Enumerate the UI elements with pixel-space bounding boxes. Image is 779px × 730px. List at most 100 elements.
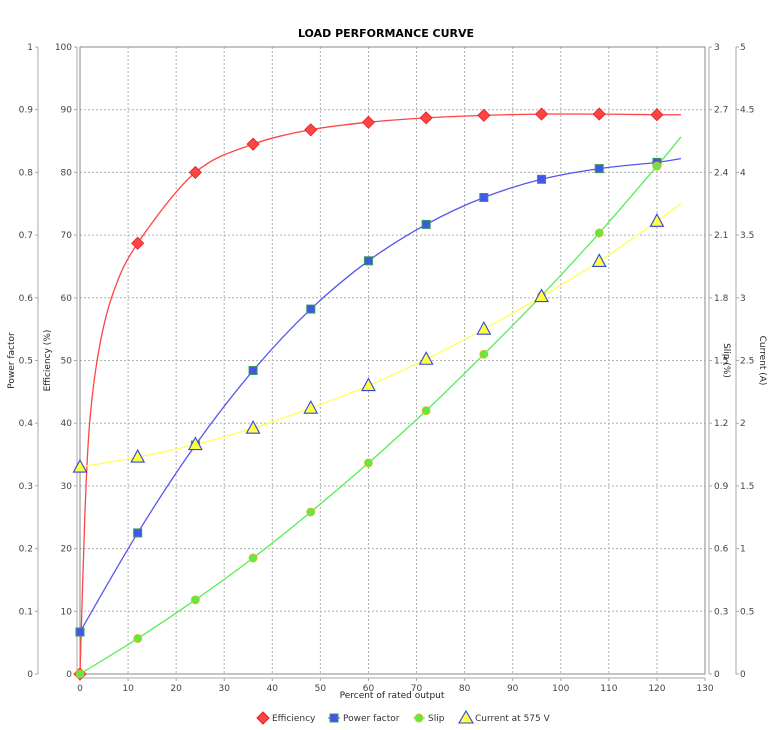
slip-marker: [594, 228, 604, 238]
power-factor-marker: [421, 219, 431, 229]
current-tick-label: 4.5: [740, 106, 754, 116]
current-at-575-v-marker: [187, 436, 203, 451]
power-factor-tick-label: 0.1: [19, 607, 33, 617]
power-factor-marker: [306, 304, 316, 314]
slip-marker: [190, 595, 200, 605]
markers: [72, 107, 665, 681]
current-at-575-v-marker: [418, 351, 434, 365]
efficiency-tick-label: 40: [61, 419, 73, 429]
x-tick-label: 40: [267, 684, 279, 694]
power-factor-marker: [363, 256, 373, 266]
current-at-575-v-marker: [361, 377, 376, 392]
legend-label: Power factor: [343, 714, 400, 724]
x-tick-label: 30: [219, 684, 231, 694]
x-tick-label: 0: [77, 684, 83, 694]
slip-tick-label: 0.3: [714, 607, 728, 617]
legend-label: Current at 575 V: [475, 714, 551, 724]
slip-axis-label: Slip (%): [721, 343, 731, 378]
slip-marker: [652, 161, 662, 171]
power-factor-tick-label: 1: [27, 43, 33, 53]
x-tick-label: 60: [363, 684, 375, 694]
power-factor-tick-label: 0.6: [19, 294, 34, 304]
power-factor-tick-label: 0.5: [19, 357, 33, 367]
slip-marker: [133, 634, 143, 643]
slip-tick-label: 1.5: [714, 357, 728, 367]
axes: 0 10 20 30 40 50 60 70 80 90 100 110 120 13000.10.20.…: [7, 43, 767, 694]
current-at-575-v-marker: [303, 399, 319, 414]
efficiency-marker: [592, 107, 606, 121]
x-tick-label: 120: [648, 684, 665, 694]
efficiency-tick-label: 60: [61, 294, 73, 304]
slip-marker: [75, 669, 85, 679]
power-factor-marker: [133, 528, 143, 538]
efficiency-marker: [246, 137, 260, 151]
slip-tick-label: 2.1: [714, 231, 728, 241]
efficiency-tick-label: 100: [55, 43, 72, 53]
current-tick-label: 3.5: [740, 231, 754, 241]
efficiency-tick-label: 20: [61, 545, 73, 555]
triangle-icon: [458, 709, 474, 724]
efficiency-marker: [419, 111, 433, 125]
efficiency-marker: [650, 108, 664, 122]
current-tick-label: 2: [740, 419, 746, 429]
slip-marker: [479, 349, 489, 359]
slip-tick-label: 0.9: [714, 482, 729, 492]
power-factor-tick-label: 0: [27, 670, 33, 680]
grid: [79, 46, 706, 675]
current-tick-label: 2.5: [740, 357, 754, 367]
x-tick-label: 90: [507, 684, 519, 694]
slip-marker: [421, 406, 431, 416]
current-at-575-v-marker: [534, 288, 549, 303]
power-factor-tick-label: 0.3: [19, 482, 33, 492]
x-tick-label: 100: [552, 684, 569, 694]
slip-tick-label: 1.2: [714, 419, 728, 429]
slip-marker: [364, 458, 373, 468]
current-tick-label: 0: [740, 670, 746, 680]
slip-tick-label: 2.7: [714, 106, 728, 116]
circle-icon: [414, 713, 424, 723]
current-at-575-v-marker: [72, 458, 88, 473]
legend-label: Slip: [428, 714, 445, 724]
efficiency-axis-label: Efficiency (%): [43, 330, 53, 392]
efficiency-marker: [304, 123, 318, 137]
current-at-575-v-marker: [130, 448, 146, 463]
efficiency-marker: [361, 115, 376, 129]
efficiency-marker: [477, 108, 491, 122]
chart-title: LOAD PERFORMANCE CURVE: [298, 27, 474, 40]
efficiency-tick-label: 0: [66, 670, 72, 680]
current-at-575-v-marker: [591, 253, 607, 267]
slip-tick-label: 0.6: [714, 545, 729, 555]
legend-item-power-factor: Power factor: [328, 713, 400, 724]
efficiency-tick-label: 70: [61, 231, 73, 241]
slip-tick-label: 1.8: [714, 294, 729, 304]
slip-marker: [306, 507, 316, 517]
power-factor-axis-label: Power factor: [7, 332, 17, 389]
efficiency-marker: [534, 107, 549, 121]
legend-item-efficiency: Efficiency: [256, 711, 316, 725]
current-tick-label: 1.5: [740, 482, 754, 492]
slip-tick-label: 2.4: [714, 168, 729, 178]
power-factor-marker: [479, 192, 489, 202]
current-tick-label: 5: [740, 43, 746, 53]
legend-item-current-at-575-v: Current at 575 V: [458, 709, 551, 724]
x-axis-label: Percent of rated output: [340, 691, 445, 701]
x-tick-label: 80: [459, 684, 471, 694]
x-tick-label: 10: [122, 684, 134, 694]
efficiency-tick-label: 30: [61, 482, 73, 492]
diamond-icon: [256, 711, 270, 725]
efficiency-marker: [131, 236, 145, 250]
power-factor-tick-label: 0.7: [19, 231, 33, 241]
power-factor-marker: [248, 366, 258, 376]
power-factor-marker: [594, 164, 604, 174]
current-tick-label: 4: [740, 168, 746, 178]
legend-label: Efficiency: [272, 714, 316, 724]
power-factor-tick-label: 0.8: [19, 168, 34, 178]
x-tick-label: 20: [170, 684, 182, 694]
power-factor-tick-label: 0.2: [19, 545, 33, 555]
efficiency-tick-label: 90: [61, 106, 73, 116]
x-tick-label: 130: [696, 684, 713, 694]
slip-tick-label: 0: [714, 670, 720, 680]
current-axis-label: Current (A): [757, 336, 767, 386]
efficiency-tick-label: 50: [61, 357, 73, 367]
